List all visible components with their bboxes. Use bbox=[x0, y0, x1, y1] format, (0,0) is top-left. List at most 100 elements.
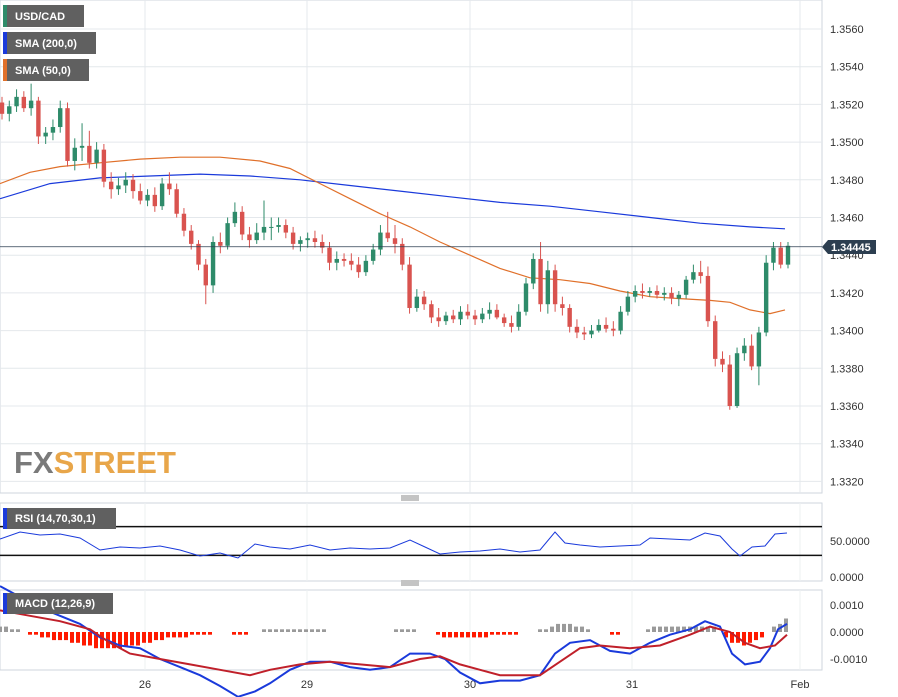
candle-body bbox=[756, 332, 762, 367]
candle-body bbox=[436, 317, 441, 322]
candle-bullish bbox=[123, 172, 128, 193]
candle-body bbox=[538, 258, 543, 305]
candle-bearish bbox=[138, 183, 143, 205]
candle-body bbox=[21, 96, 27, 109]
candle-body bbox=[705, 275, 711, 322]
candle-bullish bbox=[159, 177, 165, 210]
macd-tick-label: 0.0010 bbox=[830, 600, 864, 612]
candle-bullish bbox=[676, 291, 682, 307]
macd-histogram-bar bbox=[148, 632, 152, 643]
macd-histogram-bar bbox=[568, 623, 572, 632]
rsi-series: 50.0000 0.0000 bbox=[0, 525, 870, 584]
candle-bearish bbox=[385, 211, 390, 243]
macd-label[interactable]: MACD (12,26,9) bbox=[3, 593, 113, 614]
candle-body bbox=[196, 243, 201, 265]
candle-body bbox=[123, 179, 128, 186]
macd-histogram-bar bbox=[538, 629, 542, 632]
candle-body bbox=[727, 364, 732, 406]
price-tick-label: 1.3560 bbox=[830, 24, 864, 36]
candle-body bbox=[72, 147, 77, 161]
candle-bullish bbox=[363, 255, 369, 276]
candle-body bbox=[618, 311, 623, 331]
candle-bullish bbox=[662, 287, 667, 301]
sma200-label[interactable]: SMA (200,0) bbox=[3, 32, 96, 54]
macd-histogram-bar bbox=[0, 626, 2, 632]
candle-bullish bbox=[334, 251, 339, 271]
candle-bearish bbox=[654, 285, 660, 299]
candle-bullish bbox=[785, 242, 791, 269]
macd-histogram-bar bbox=[94, 632, 98, 649]
candle-bearish bbox=[312, 230, 318, 248]
sma50-label[interactable]: SMA (50,0) bbox=[3, 59, 89, 81]
candle-body bbox=[567, 307, 572, 327]
macd-histogram-bar bbox=[88, 632, 92, 646]
candle-bullish bbox=[414, 289, 420, 312]
macd-histogram-bar bbox=[478, 632, 482, 638]
price-tick-label: 1.3500 bbox=[830, 137, 864, 149]
candle-body bbox=[305, 238, 310, 241]
candle-bearish bbox=[501, 313, 507, 327]
candles bbox=[0, 83, 791, 410]
candle-body bbox=[458, 311, 463, 320]
candle-body bbox=[625, 296, 631, 312]
candle-body bbox=[683, 279, 689, 295]
rsi-label[interactable]: RSI (14,70,30,1) bbox=[3, 508, 116, 529]
rsi-resize-handle[interactable] bbox=[401, 495, 419, 501]
candle-body bbox=[545, 270, 551, 305]
candle-bullish bbox=[378, 225, 383, 256]
candle-bullish bbox=[116, 177, 121, 195]
rsi-tick-label: 50.0000 bbox=[830, 536, 870, 548]
macd-histogram-bar bbox=[28, 632, 32, 635]
symbol-text: USD/CAD bbox=[15, 11, 65, 23]
macd-histogram-bar bbox=[514, 632, 518, 635]
candle-body bbox=[662, 292, 667, 295]
macd-histogram-bar bbox=[394, 629, 398, 632]
candle-body bbox=[654, 291, 660, 295]
macd-histogram-bar bbox=[118, 632, 122, 649]
candle-bullish bbox=[625, 291, 631, 316]
macd-histogram-bar bbox=[208, 632, 212, 635]
candle-body bbox=[574, 326, 580, 333]
macd-histogram-bar bbox=[70, 632, 74, 643]
macd-histogram-bar bbox=[238, 632, 242, 635]
candle-bullish bbox=[632, 285, 638, 303]
candle-body bbox=[152, 194, 158, 207]
macd-histogram-bar bbox=[184, 632, 188, 638]
candle-body bbox=[501, 317, 507, 324]
candle-body bbox=[36, 100, 41, 137]
candle-body bbox=[58, 108, 63, 128]
macd-histogram-bar bbox=[16, 629, 20, 632]
symbol-label[interactable]: USD/CAD bbox=[3, 5, 84, 27]
last-price-tag: 1.34445 bbox=[822, 240, 876, 254]
candle-body bbox=[174, 189, 179, 214]
macd-histogram-bar bbox=[154, 632, 158, 641]
macd-histogram-bar bbox=[580, 626, 584, 632]
macd-histogram-bar bbox=[694, 626, 698, 632]
candle-body bbox=[210, 242, 216, 286]
price-tick-label: 1.3540 bbox=[830, 62, 864, 74]
candle-body bbox=[742, 345, 747, 354]
macd-color-swatch bbox=[3, 593, 7, 614]
candle-bearish bbox=[538, 242, 543, 312]
macd-histogram-bar bbox=[436, 632, 440, 635]
candle-bullish bbox=[545, 260, 551, 314]
candle-body bbox=[385, 232, 390, 239]
candle-bearish bbox=[36, 96, 41, 144]
macd-resize-handle[interactable] bbox=[401, 580, 419, 586]
candle-bearish bbox=[582, 326, 587, 341]
candle-body bbox=[632, 291, 638, 297]
macd-histogram-bar bbox=[610, 632, 614, 635]
candle-bearish bbox=[465, 304, 470, 320]
candle-bullish bbox=[742, 338, 747, 361]
candle-bearish bbox=[108, 172, 114, 199]
macd-histogram-bar bbox=[4, 626, 8, 632]
time-axis: 26 29 30 31 Feb bbox=[139, 679, 810, 691]
candle-body bbox=[407, 264, 412, 308]
candle-bullish bbox=[28, 83, 34, 116]
candle-body bbox=[582, 332, 587, 335]
macd-histogram-bar bbox=[100, 632, 104, 649]
candle-body bbox=[159, 183, 165, 207]
candle-body bbox=[327, 247, 332, 263]
candle-bearish bbox=[421, 291, 427, 310]
macd-histogram-bar bbox=[502, 632, 506, 635]
